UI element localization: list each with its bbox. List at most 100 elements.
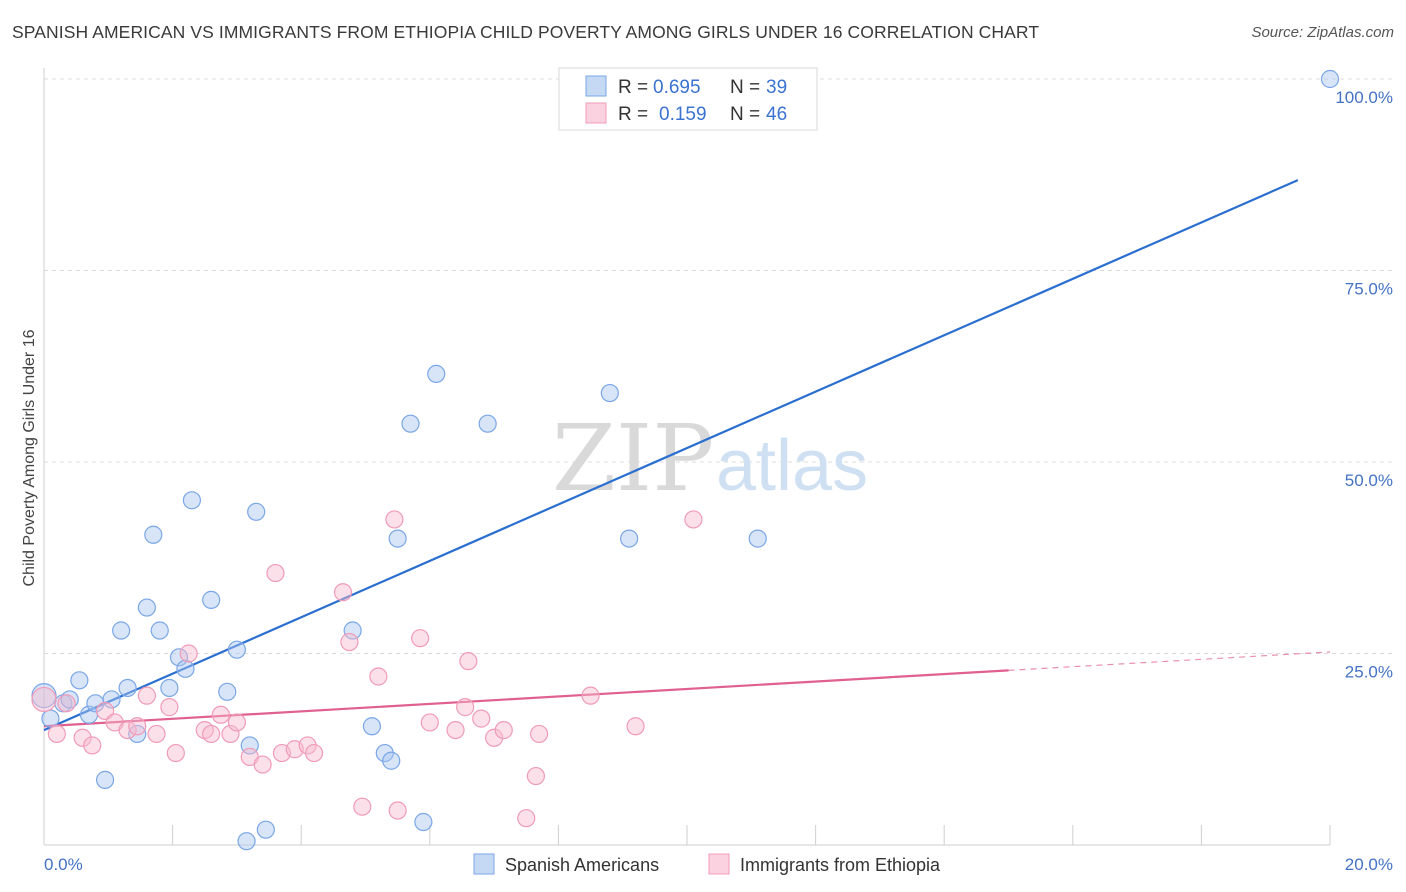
point-series-1-9 xyxy=(137,686,156,705)
top-legend: R = 0.695 N = 39 R = 0.159 N = 46 xyxy=(558,67,818,131)
legend-r-value-1: 0.695 xyxy=(653,77,701,98)
legend-n-label-1: N = xyxy=(730,77,760,98)
point-series-1-28 xyxy=(353,797,372,816)
point-series-1-29 xyxy=(369,667,388,686)
point-series-1-27 xyxy=(340,632,359,652)
point-series-0-31 xyxy=(401,414,420,433)
legend-swatch-ethiopia xyxy=(585,102,607,124)
y-axis-title: Child Poverty Among Girls Under 16 xyxy=(21,329,38,586)
point-series-0-16 xyxy=(169,648,189,667)
point-series-1-44 xyxy=(626,717,645,736)
watermark-zip: ZIP xyxy=(552,405,714,512)
point-series-0-14 xyxy=(150,621,169,640)
point-series-0-21 xyxy=(227,640,246,659)
point-series-1-26 xyxy=(333,583,353,602)
point-series-1-40 xyxy=(517,809,536,828)
point-series-1-31 xyxy=(388,801,407,820)
point-series-1-21 xyxy=(266,563,285,583)
y-tick-label-25: 25.0% xyxy=(1345,663,1393,682)
bottom-legend-swatch-spanish xyxy=(473,853,495,875)
bottom-legend-swatch-ethiopia xyxy=(708,853,730,875)
point-series-1-0 xyxy=(31,686,57,713)
bottom-legend: Spanish Americans Immigrants from Ethiop… xyxy=(473,853,941,875)
point-series-1-38 xyxy=(485,728,504,747)
point-series-0-1 xyxy=(41,709,60,728)
legend-n-value-2: 46 xyxy=(766,104,787,125)
point-series-0-35 xyxy=(600,383,619,403)
point-series-1-45 xyxy=(684,510,703,529)
x-tick-label-min: 0.0% xyxy=(44,855,83,874)
point-series-0-11 xyxy=(128,724,147,744)
point-series-1-32 xyxy=(411,629,430,648)
point-series-1-15 xyxy=(202,724,221,744)
bottom-legend-label-spanish: Spanish Americans xyxy=(505,855,659,875)
watermark-atlas: atlas xyxy=(716,426,868,506)
trend-line-series-0 xyxy=(43,179,1299,732)
point-series-1-20 xyxy=(253,755,272,774)
y-tick-label-50: 50.0% xyxy=(1345,471,1393,490)
trend-line-series-1 xyxy=(43,669,1009,728)
point-series-1-11 xyxy=(160,698,179,717)
point-series-1-25 xyxy=(304,743,324,763)
legend-swatch-spanish xyxy=(585,75,607,97)
point-series-0-38 xyxy=(1320,69,1340,89)
point-series-0-19 xyxy=(202,590,221,609)
point-series-0-33 xyxy=(427,364,446,384)
point-series-0-25 xyxy=(256,820,275,839)
point-series-0-37 xyxy=(748,529,767,548)
point-series-1-36 xyxy=(459,652,478,671)
point-series-0-29 xyxy=(382,751,401,770)
point-series-1-39 xyxy=(494,720,513,740)
y-tick-label-100: 100.0% xyxy=(1335,88,1393,107)
source-label: Source: ZipAtlas.com xyxy=(1251,24,1394,41)
x-tick-label-max: 20.0% xyxy=(1345,855,1393,874)
chart-title: SPANISH AMERICAN VS IMMIGRANTS FROM ETHI… xyxy=(12,22,1040,42)
point-series-1-2 xyxy=(57,694,76,713)
point-series-1-8 xyxy=(128,717,147,736)
point-series-0-32 xyxy=(414,812,433,832)
trend-lines xyxy=(43,179,1331,732)
point-series-0-20 xyxy=(218,682,237,701)
point-series-1-30 xyxy=(385,510,404,529)
point-series-1-34 xyxy=(446,720,465,740)
point-series-0-17 xyxy=(176,659,195,678)
point-series-0-22 xyxy=(237,832,256,851)
data-points xyxy=(31,69,1340,851)
legend-n-label-2: N = xyxy=(730,104,760,125)
point-series-0-10 xyxy=(118,678,137,698)
point-series-1-4 xyxy=(83,736,102,755)
point-series-0-34 xyxy=(478,414,497,433)
point-series-0-9 xyxy=(112,621,131,640)
legend-r-value-2: 0.159 xyxy=(659,104,707,125)
point-series-1-43 xyxy=(581,686,600,705)
point-series-1-35 xyxy=(456,698,475,717)
point-series-1-12 xyxy=(166,743,185,763)
point-series-0-13 xyxy=(144,525,163,544)
point-series-1-41 xyxy=(526,766,545,786)
legend-r-label-2: R = xyxy=(618,104,648,125)
y-tick-label-75: 75.0% xyxy=(1345,280,1393,299)
point-series-0-15 xyxy=(160,678,179,698)
legend-n-value-1: 39 xyxy=(766,77,787,98)
point-series-0-4 xyxy=(70,671,89,690)
point-series-0-27 xyxy=(362,717,382,736)
point-series-0-18 xyxy=(182,491,201,510)
grid-lines xyxy=(44,78,1393,654)
point-series-1-17 xyxy=(221,724,240,744)
point-series-1-13 xyxy=(179,644,198,663)
y-axis-tick-labels: 100.0% 75.0% 50.0% 25.0% xyxy=(1335,88,1393,682)
point-series-0-26 xyxy=(343,621,362,640)
point-series-0-7 xyxy=(95,770,115,789)
point-series-1-16 xyxy=(211,705,230,724)
point-series-0-30 xyxy=(388,529,407,548)
point-series-0-24 xyxy=(247,502,266,521)
point-series-0-12 xyxy=(137,598,156,617)
point-series-0-36 xyxy=(620,529,639,548)
point-series-1-1 xyxy=(47,724,66,744)
point-series-0-8 xyxy=(102,690,121,709)
point-series-1-42 xyxy=(530,724,549,744)
point-series-1-18 xyxy=(227,713,246,732)
bottom-legend-label-ethiopia: Immigrants from Ethiopia xyxy=(740,855,941,875)
point-series-1-7 xyxy=(118,720,137,740)
